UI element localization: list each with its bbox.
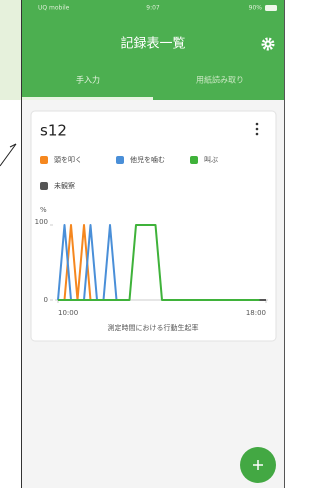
clock: 9:07 xyxy=(146,5,160,12)
menu-dot xyxy=(256,133,259,136)
legend-label: 叫ぶ xyxy=(204,155,218,164)
x-tick-label: 10:00 xyxy=(58,309,78,317)
page: {"status_bar": {"carrier": "UQ mobile", … xyxy=(0,0,292,488)
x-tick-label: 18:00 xyxy=(246,309,266,317)
y-axis-label: % xyxy=(40,206,47,214)
gear-icon xyxy=(267,43,270,46)
header-title: 記録表一覧 xyxy=(120,36,185,52)
legend-label: 他児を噛む xyxy=(130,155,165,164)
menu-dot xyxy=(256,128,259,131)
tab-indicator xyxy=(22,97,153,100)
backdrop xyxy=(0,100,22,488)
legend-label: 頭を叩く xyxy=(54,156,82,164)
card-title: s12 xyxy=(40,122,67,140)
legend-label: 未観察 xyxy=(54,181,75,190)
legend-swatch xyxy=(190,156,198,164)
battery-icon xyxy=(265,5,277,11)
tab[interactable]: 手入力 xyxy=(76,75,100,85)
y-tick-label: 0 xyxy=(44,296,48,304)
add-button[interactable] xyxy=(240,447,276,483)
legend-swatch xyxy=(40,156,48,164)
menu-dot xyxy=(256,123,259,126)
tab[interactable]: 用紙読み取り xyxy=(196,75,244,85)
backdrop xyxy=(0,0,22,100)
chart-title: 測定時間における行動生起率 xyxy=(108,323,199,332)
battery-level: 90% xyxy=(249,5,263,12)
legend-swatch xyxy=(116,156,124,164)
menu-button[interactable] xyxy=(256,123,259,136)
screen: UQ mobile 9:07 90% 記録表一覧 手入力 用紙読み取り s12 … xyxy=(0,0,292,488)
y-tick-label: 100 xyxy=(35,218,48,226)
carrier: UQ mobile xyxy=(38,5,70,12)
legend-swatch xyxy=(40,182,48,190)
